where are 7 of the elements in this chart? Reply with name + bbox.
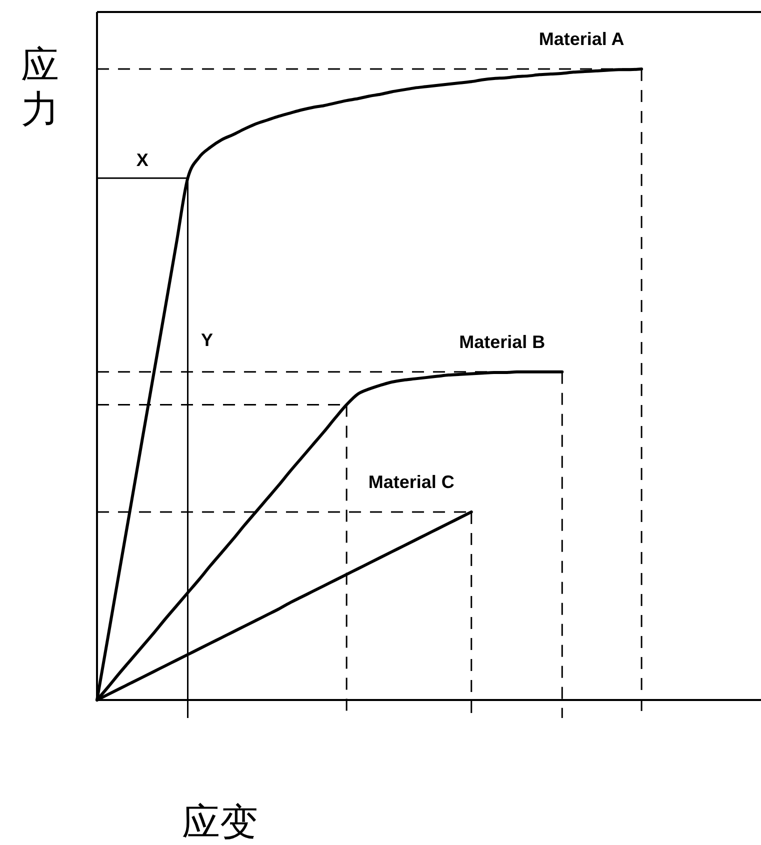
series-label: Material B	[459, 332, 546, 352]
series-label: Material A	[538, 29, 624, 49]
series-label: Material C	[368, 472, 454, 492]
y-axis-title: 应力	[21, 43, 59, 131]
ref-line-label: X	[136, 150, 148, 170]
x-axis-title: 应变	[182, 800, 258, 844]
annotation: Y	[200, 330, 214, 350]
